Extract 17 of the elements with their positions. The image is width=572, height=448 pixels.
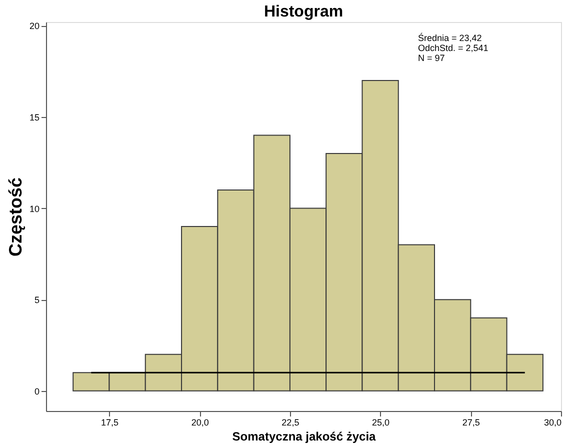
y-tick-label: 20: [29, 21, 40, 32]
annotation: OdchStd. = 2,541: [418, 43, 488, 53]
x-tick-label: 22,5: [282, 418, 300, 428]
x-tick-label: 30,0: [544, 418, 562, 428]
y-tick-label: 0: [34, 386, 40, 396]
annotation: N = 97: [418, 53, 445, 63]
y-axis-title: Częstość: [5, 177, 26, 257]
y-tick-label: 10: [29, 204, 40, 214]
x-tick-label: 27,5: [462, 418, 480, 428]
y-tick-label: 15: [29, 112, 40, 122]
annotation: Średnia = 23,42: [418, 32, 482, 43]
x-tick-label: 25,0: [372, 418, 390, 428]
y-tick-label: 5: [34, 295, 40, 306]
x-tick-label: 17,5: [100, 418, 119, 428]
x-tick-label: 20,0: [191, 418, 209, 428]
chart-title: Histogram: [264, 4, 344, 21]
x-axis-title: Somatyczna jakość życia: [232, 430, 376, 444]
